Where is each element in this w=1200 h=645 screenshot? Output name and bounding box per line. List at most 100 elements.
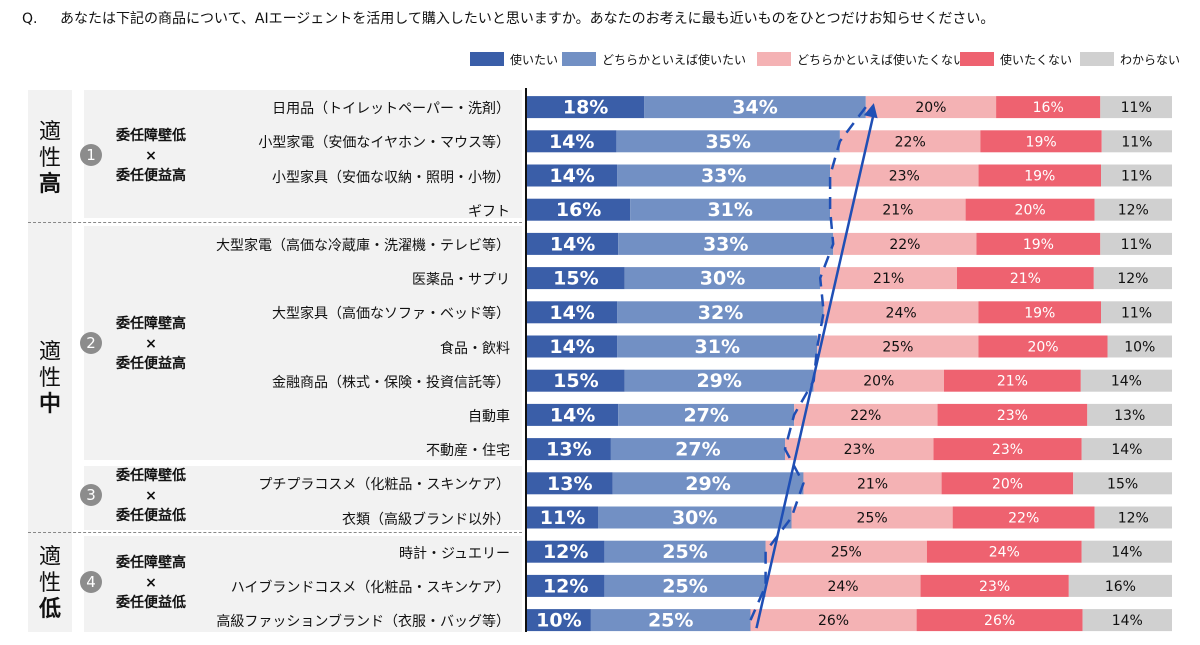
category-label: ギフト bbox=[468, 203, 510, 220]
value-label-somewhat-use: 29% bbox=[696, 370, 741, 392]
value-label-use: 18% bbox=[563, 97, 608, 119]
legend-swatch-use bbox=[470, 52, 504, 66]
bar-segment-not-use bbox=[952, 506, 1095, 529]
value-label-not-use: 16% bbox=[1033, 100, 1064, 116]
segment-panel bbox=[28, 90, 72, 632]
value-label-unknown: 15% bbox=[1107, 476, 1138, 492]
value-label-somewhat-not: 25% bbox=[882, 340, 913, 356]
bar-segment-not-use bbox=[926, 540, 1082, 563]
bar-segment-use bbox=[527, 267, 625, 290]
legend-swatch-unknown bbox=[1080, 52, 1114, 66]
category-label: 日用品（トイレットペーパー・洗剤） bbox=[272, 101, 510, 118]
bar-segment-somewhat-use bbox=[616, 130, 840, 153]
bar-segment-somewhat-not bbox=[794, 403, 938, 426]
category-label: 時計・ジュエリー bbox=[398, 545, 510, 562]
value-label-not-use: 19% bbox=[1026, 134, 1057, 150]
bar-segment-somewhat-not bbox=[791, 506, 953, 529]
segment-label-low-top: 適 bbox=[38, 545, 61, 570]
bar-segment-somewhat-not bbox=[820, 267, 957, 290]
value-label-somewhat-not: 22% bbox=[889, 237, 920, 253]
question-text: あなたは下記の商品について、AIエージェントを活用して購入したいと思いますか。あ… bbox=[60, 11, 995, 27]
bar-segment-not-use bbox=[933, 438, 1082, 461]
value-label-use: 14% bbox=[550, 233, 595, 255]
value-label-somewhat-use: 25% bbox=[662, 575, 707, 597]
bar-segment-not-use bbox=[978, 335, 1108, 358]
category-label: 衣類（高級ブランド以外） bbox=[342, 511, 510, 528]
value-label-not-use: 20% bbox=[992, 476, 1023, 492]
group-2-line3: 委任便益高 bbox=[116, 356, 186, 372]
group-label-4: 委任障壁高 × 委任便益低 bbox=[96, 553, 206, 613]
value-label-somewhat-use: 30% bbox=[672, 507, 717, 529]
legend-swatch-not-use bbox=[960, 52, 994, 66]
bar-segment-somewhat-not bbox=[785, 438, 934, 461]
value-label-use: 13% bbox=[546, 439, 591, 461]
value-label-somewhat-not: 22% bbox=[850, 408, 881, 424]
group-panel-4 bbox=[84, 536, 522, 632]
bar-segment-unknown bbox=[1101, 130, 1172, 153]
value-label-somewhat-use: 29% bbox=[685, 473, 730, 495]
segment-label-low-mid: 性 bbox=[38, 571, 61, 596]
value-label-unknown: 14% bbox=[1112, 613, 1143, 629]
value-label-somewhat-not: 22% bbox=[895, 134, 926, 150]
value-label-unknown: 11% bbox=[1121, 134, 1152, 150]
segment-divider-1 bbox=[28, 222, 522, 223]
value-label-somewhat-use: 31% bbox=[695, 336, 740, 358]
bar-segment-somewhat-use bbox=[624, 267, 821, 290]
value-label-somewhat-not: 21% bbox=[882, 203, 913, 219]
group-label-1: 委任障壁低 × 委任便益高 bbox=[96, 126, 206, 186]
value-label-not-use: 24% bbox=[989, 545, 1020, 561]
value-label-use: 15% bbox=[553, 268, 598, 290]
category-label: 小型家電（安価なイヤホン・マウス等） bbox=[258, 135, 510, 152]
bar-segment-somewhat-use bbox=[644, 96, 866, 119]
bar-segment-somewhat-not bbox=[839, 130, 981, 153]
bar-segment-not-use bbox=[965, 198, 1095, 221]
bar-segment-unknown bbox=[1101, 164, 1172, 187]
value-label-somewhat-not: 20% bbox=[915, 100, 946, 116]
segment-divider-2 bbox=[28, 532, 522, 533]
value-label-unknown: 14% bbox=[1111, 442, 1142, 458]
value-label-not-use: 26% bbox=[984, 613, 1015, 629]
bar-segment-use bbox=[527, 164, 618, 187]
category-label: 高級ファッションブランド（衣服・バッグ等） bbox=[216, 614, 510, 631]
value-label-not-use: 21% bbox=[997, 374, 1028, 390]
value-label-somewhat-not: 24% bbox=[886, 305, 917, 321]
group-2-line2: × bbox=[145, 336, 157, 352]
bar-segment-use bbox=[527, 335, 618, 358]
group-3-line3: 委任便益低 bbox=[116, 508, 186, 524]
value-label-unknown: 12% bbox=[1118, 203, 1149, 219]
group-1-line1: 委任障壁低 bbox=[116, 128, 186, 144]
value-label-somewhat-use: 31% bbox=[707, 199, 752, 221]
bar-segment-use bbox=[527, 472, 613, 495]
value-label-somewhat-use: 33% bbox=[703, 233, 748, 255]
bar-segment-use bbox=[527, 198, 631, 221]
category-label: 医薬品・サプリ bbox=[412, 272, 510, 289]
legend-swatch-somewhat-not bbox=[757, 52, 791, 66]
bar-segment-somewhat-not bbox=[803, 472, 942, 495]
bar-segment-somewhat-use bbox=[590, 609, 751, 632]
question-prefix: Q. bbox=[22, 11, 38, 27]
value-label-use: 14% bbox=[549, 336, 594, 358]
value-label-somewhat-use: 35% bbox=[705, 131, 750, 153]
legend-label-not-use: 使いたくない bbox=[1000, 53, 1073, 67]
group-label-2: 委任障壁高 × 委任便益高 bbox=[96, 314, 206, 374]
bar-segment-unknown bbox=[1101, 301, 1172, 324]
bar-segment-somewhat-use bbox=[604, 574, 766, 597]
legend-label-somewhat-not: どちらかといえば使いたくない bbox=[797, 53, 966, 67]
value-label-use: 11% bbox=[540, 507, 585, 529]
value-label-not-use: 23% bbox=[992, 442, 1023, 458]
value-label-not-use: 19% bbox=[1024, 169, 1055, 185]
value-label-use: 14% bbox=[550, 404, 595, 426]
bar-segment-somewhat-not bbox=[823, 301, 979, 324]
value-label-somewhat-use: 30% bbox=[700, 268, 745, 290]
value-label-somewhat-not: 23% bbox=[889, 169, 920, 185]
value-label-somewhat-use: 25% bbox=[662, 541, 707, 563]
bar-segment-somewhat-not bbox=[817, 335, 979, 358]
value-label-somewhat-use: 27% bbox=[683, 404, 728, 426]
bar-segment-use bbox=[527, 574, 605, 597]
bar-segment-somewhat-use bbox=[610, 438, 786, 461]
value-label-unknown: 11% bbox=[1121, 305, 1152, 321]
bar-segment-somewhat-use bbox=[617, 301, 824, 324]
value-label-unknown: 11% bbox=[1121, 169, 1152, 185]
value-label-somewhat-use: 27% bbox=[675, 439, 720, 461]
bar-segment-somewhat-use bbox=[612, 472, 804, 495]
